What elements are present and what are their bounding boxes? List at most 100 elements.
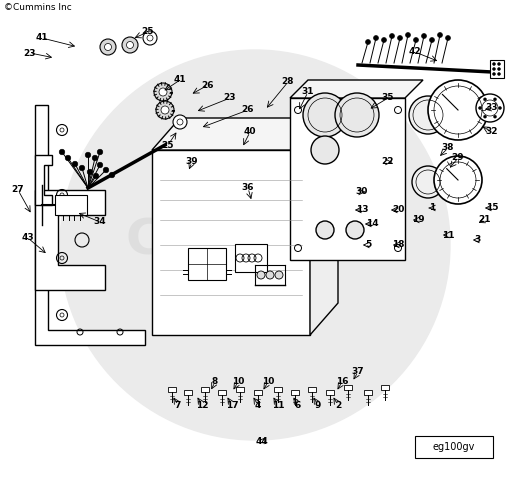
Circle shape: [492, 68, 495, 70]
Text: 2: 2: [334, 400, 341, 409]
Text: 34: 34: [94, 218, 106, 226]
Text: 33: 33: [485, 104, 497, 112]
Circle shape: [496, 68, 499, 70]
Circle shape: [266, 271, 273, 279]
Text: ©Cummins Inc: ©Cummins Inc: [4, 3, 72, 12]
Circle shape: [103, 167, 108, 173]
Circle shape: [143, 31, 157, 45]
Circle shape: [445, 36, 449, 41]
Circle shape: [109, 172, 115, 178]
Bar: [55, 195, 87, 215]
Circle shape: [302, 93, 346, 137]
Text: 31: 31: [301, 88, 314, 96]
Text: 1: 1: [428, 204, 434, 212]
Circle shape: [492, 72, 495, 76]
Bar: [167, 387, 176, 392]
Text: 4: 4: [254, 400, 261, 409]
Circle shape: [156, 101, 174, 119]
Circle shape: [437, 32, 442, 38]
Text: 25: 25: [161, 140, 174, 149]
Circle shape: [161, 106, 168, 114]
Bar: [344, 385, 351, 390]
Text: 32: 32: [485, 128, 497, 136]
Text: 19: 19: [411, 216, 423, 224]
Text: 11: 11: [271, 400, 284, 409]
Circle shape: [100, 39, 116, 55]
Bar: [152, 150, 309, 335]
Text: Cummins: Cummins: [125, 216, 384, 264]
Text: 20: 20: [391, 206, 404, 214]
Circle shape: [104, 44, 111, 51]
Polygon shape: [35, 155, 52, 205]
Text: 6: 6: [294, 400, 300, 409]
Text: 26: 26: [202, 80, 214, 90]
Circle shape: [497, 106, 500, 110]
Text: 23: 23: [24, 48, 36, 58]
Text: 11: 11: [441, 230, 454, 239]
Circle shape: [173, 115, 187, 129]
Circle shape: [365, 40, 370, 44]
Circle shape: [381, 38, 386, 43]
Bar: [291, 390, 298, 395]
Circle shape: [427, 80, 487, 140]
Circle shape: [274, 271, 282, 279]
Bar: [235, 244, 267, 272]
Circle shape: [154, 83, 172, 101]
Bar: [414, 436, 492, 458]
Text: 44: 44: [255, 438, 268, 446]
Text: 38: 38: [441, 144, 454, 152]
Circle shape: [483, 115, 486, 118]
Circle shape: [59, 149, 65, 155]
Circle shape: [126, 42, 133, 48]
Circle shape: [97, 149, 103, 155]
Circle shape: [373, 36, 378, 41]
Bar: [307, 387, 316, 392]
Text: 23: 23: [223, 94, 236, 102]
Bar: [188, 248, 225, 280]
Circle shape: [65, 155, 71, 161]
Text: 30: 30: [355, 188, 367, 196]
Circle shape: [397, 36, 402, 41]
Text: 37: 37: [351, 368, 363, 376]
Circle shape: [493, 98, 496, 101]
Text: 40: 40: [243, 128, 256, 136]
Bar: [184, 390, 191, 395]
Text: 9: 9: [314, 400, 321, 409]
Text: 15: 15: [485, 204, 497, 212]
Circle shape: [316, 221, 333, 239]
Bar: [380, 385, 388, 390]
Text: 17: 17: [225, 400, 238, 409]
Text: 28: 28: [281, 78, 294, 86]
Polygon shape: [35, 190, 105, 290]
Bar: [201, 387, 209, 392]
Circle shape: [411, 166, 443, 198]
Text: 16: 16: [335, 378, 348, 386]
Circle shape: [177, 119, 183, 125]
Circle shape: [420, 34, 426, 38]
Circle shape: [93, 173, 99, 179]
Text: 36: 36: [241, 184, 254, 192]
Circle shape: [389, 34, 394, 38]
Circle shape: [433, 156, 481, 204]
Text: 43: 43: [22, 234, 34, 242]
Circle shape: [310, 136, 338, 164]
Text: 42: 42: [408, 48, 420, 56]
Bar: [290, 98, 404, 260]
Circle shape: [79, 165, 84, 171]
Text: 3: 3: [474, 236, 480, 244]
Text: 13: 13: [355, 206, 367, 214]
Text: eg100gv: eg100gv: [432, 442, 474, 452]
Circle shape: [60, 50, 449, 440]
Polygon shape: [35, 105, 145, 345]
Text: 21: 21: [478, 216, 490, 224]
Circle shape: [147, 35, 153, 41]
Circle shape: [97, 162, 103, 168]
Bar: [325, 390, 333, 395]
Text: 41: 41: [36, 34, 48, 42]
Circle shape: [122, 37, 138, 53]
Text: 18: 18: [391, 240, 404, 250]
Text: 12: 12: [195, 400, 208, 409]
Text: 7: 7: [175, 400, 181, 409]
Circle shape: [257, 271, 265, 279]
Circle shape: [405, 32, 410, 38]
